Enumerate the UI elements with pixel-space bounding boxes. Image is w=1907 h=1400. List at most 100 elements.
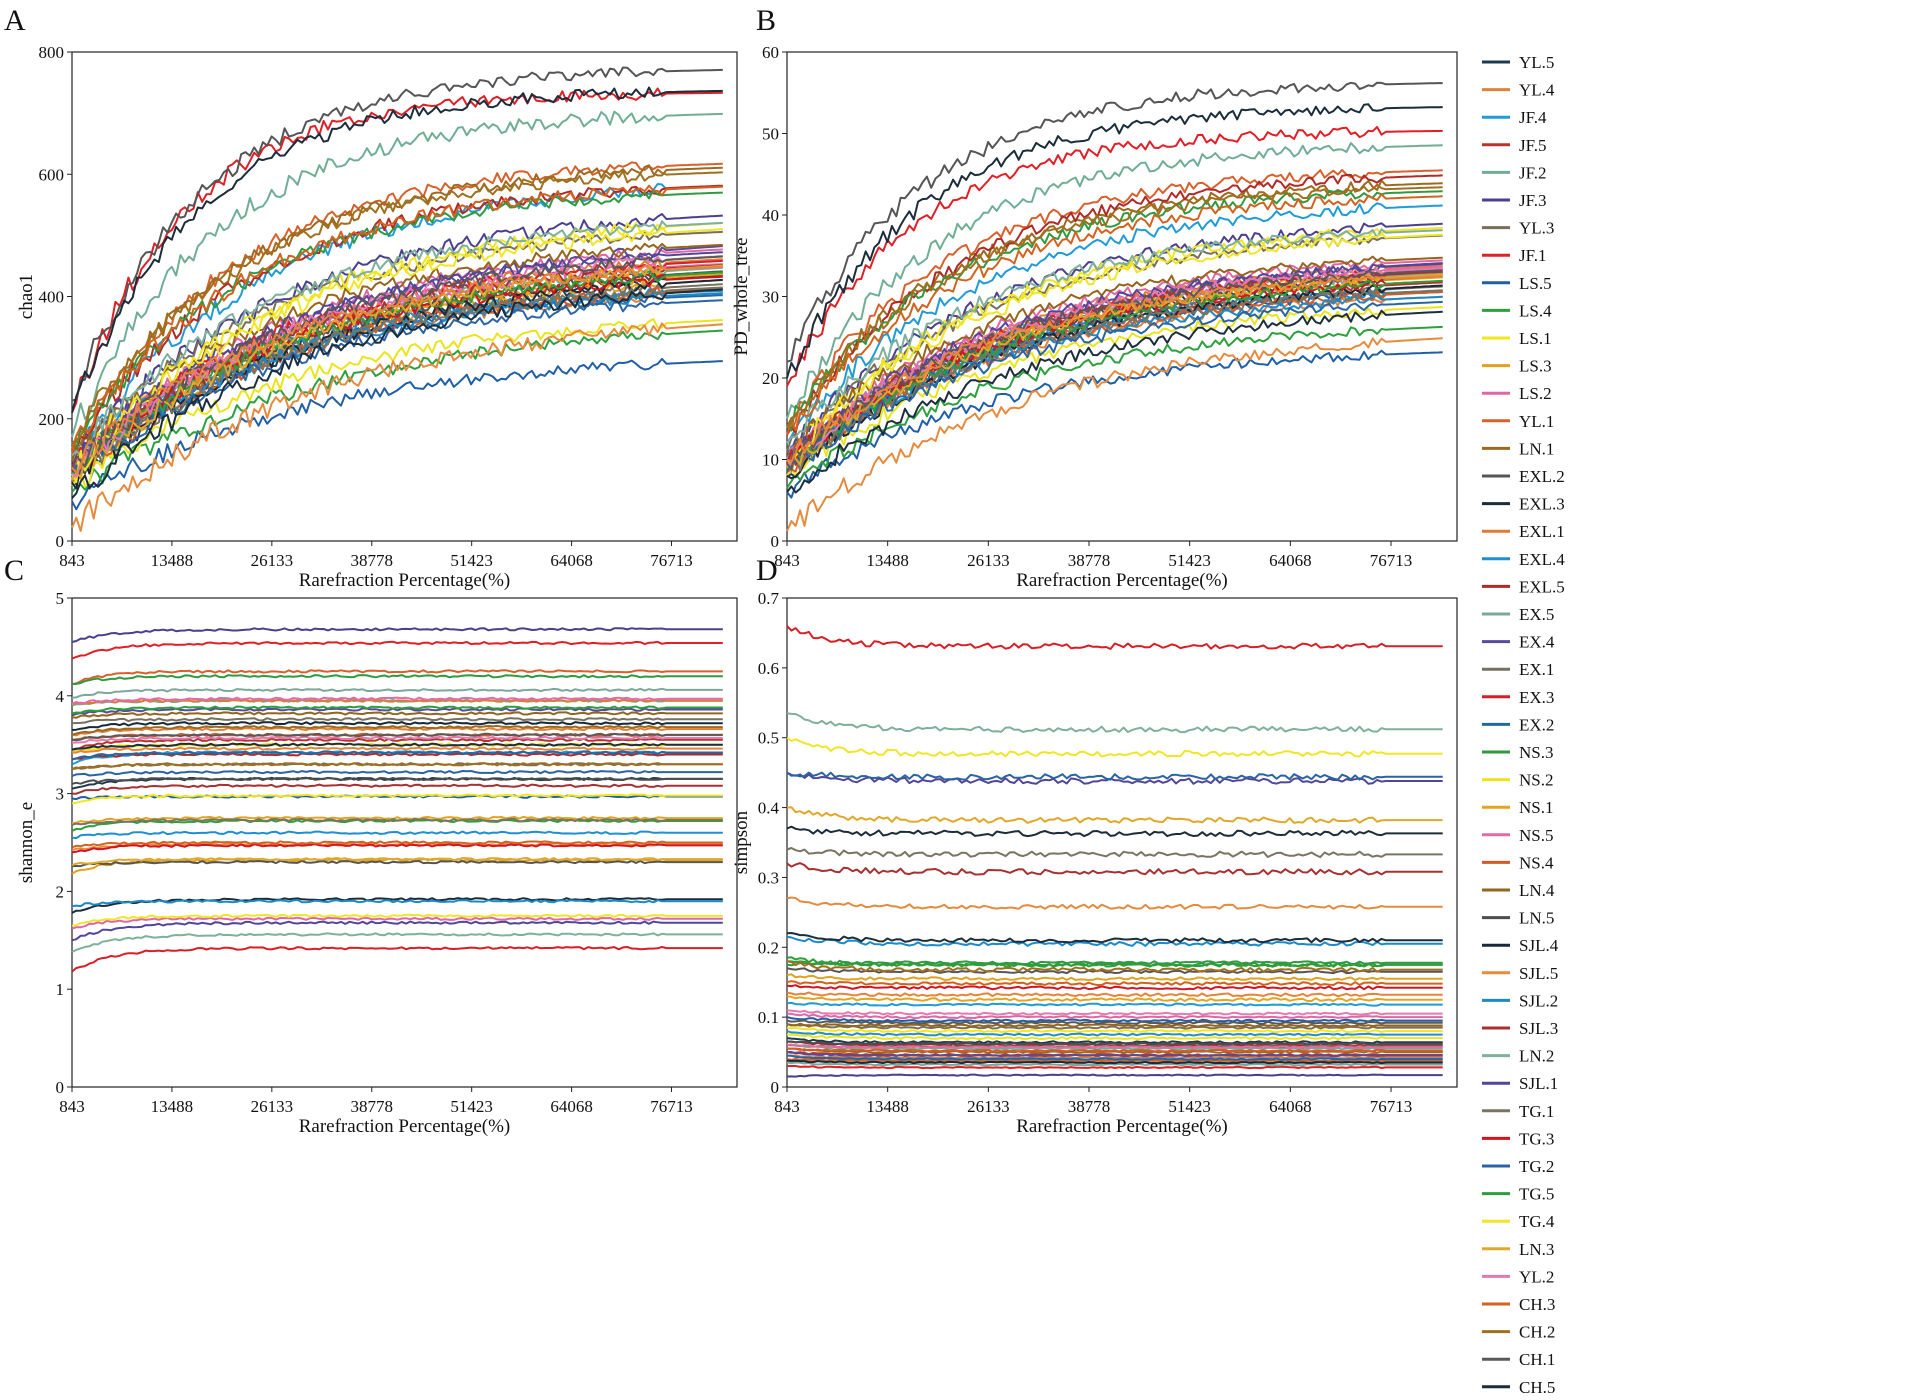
legend-label: EXL.4	[1519, 550, 1565, 569]
y-tick-label-b: 60	[762, 43, 779, 62]
x-tick-label-c: 38778	[351, 1097, 394, 1116]
series-line-d-ln-2	[786, 712, 1443, 734]
y-tick-label-a: 0	[56, 532, 65, 551]
legend-item: EX.1	[1482, 660, 1554, 679]
x-tick-label-c: 51423	[450, 1097, 493, 1116]
legend-item: NS.5	[1482, 826, 1553, 845]
legend-item: EXL.5	[1482, 577, 1565, 596]
series-line-d-ln-5	[786, 1040, 1443, 1046]
y-tick-label-a: 400	[39, 288, 65, 307]
legend-label: LN.2	[1519, 1047, 1554, 1066]
legend-item: YL.4	[1482, 81, 1555, 100]
series-line-b-jf-2	[786, 142, 1443, 420]
x-tick-label-d: 51423	[1168, 1097, 1211, 1116]
legend-item: CH.3	[1482, 1295, 1555, 1314]
legend-label: TG.5	[1519, 1185, 1554, 1204]
y-axis-title-c: shannon_e	[16, 802, 37, 883]
legend-item: CH.5	[1482, 1378, 1555, 1397]
series-line-d-ls-3	[786, 973, 1443, 982]
y-tick-label-b: 30	[762, 288, 779, 307]
y-tick-label-c: 4	[56, 687, 65, 706]
series-line-b-sjl-1	[786, 262, 1443, 464]
x-tick-label-d: 38778	[1068, 1097, 1111, 1116]
series-line-c-ln-4	[71, 711, 723, 719]
series-line-d-ex-2	[786, 1054, 1443, 1061]
x-tick-label-c: 64068	[550, 1097, 593, 1116]
legend-item: EXL.1	[1482, 522, 1565, 541]
legend-label: YL.2	[1519, 1267, 1554, 1286]
legend-label: EX.5	[1519, 605, 1554, 624]
series-line-a-ch-1	[71, 255, 723, 471]
legend-item: NS.2	[1482, 771, 1553, 790]
x-tick-label-b: 843	[774, 551, 800, 570]
legend-label: CH.3	[1519, 1295, 1555, 1314]
series-group-c	[71, 627, 723, 973]
series-line-b-tg-1	[786, 289, 1443, 473]
series-line-d-tg-5	[786, 960, 1443, 968]
series-line-d-ln-3	[786, 806, 1443, 824]
series-line-b-sjl-2	[786, 295, 1443, 469]
series-line-a-ch-5	[71, 288, 723, 499]
y-tick-label-b: 10	[762, 451, 779, 470]
legend-item: EXL.2	[1482, 467, 1565, 486]
y-tick-label-d: 0.5	[758, 729, 779, 748]
legend-label: NS.4	[1519, 853, 1554, 872]
series-line-d-yl-2	[786, 1009, 1443, 1016]
series-line-a-tg-3	[71, 274, 723, 475]
legend-item: LN.2	[1482, 1047, 1554, 1066]
y-tick-label-c: 3	[56, 785, 65, 804]
legend-item: EX.3	[1482, 688, 1554, 707]
legend-item: SJL.5	[1482, 964, 1558, 983]
y-tick-label-c: 2	[56, 882, 65, 901]
legend-item: YL.3	[1482, 219, 1554, 238]
legend-item: EXL.3	[1482, 495, 1565, 514]
legend: YL.5 YL.4 JF.4 JF.5 JF.2 JF.3 YL.3 JF.1 LS.5 LS.4…	[1482, 53, 1565, 1397]
series-line-b-ln-2	[786, 228, 1443, 444]
series-line-c-yl-1	[71, 669, 723, 686]
series-line-b-exl-3	[786, 103, 1443, 379]
legend-item: EXL.4	[1482, 550, 1565, 569]
legend-label: NS.2	[1519, 771, 1553, 790]
x-tick-label-a: 13488	[151, 551, 194, 570]
series-line-c-ns-5	[71, 696, 723, 705]
legend-label: NS.1	[1519, 798, 1553, 817]
legend-label: EX.3	[1519, 688, 1554, 707]
y-tick-label-a: 200	[39, 410, 65, 429]
x-tick-label-d: 843	[774, 1097, 800, 1116]
series-line-b-sjl-4	[786, 284, 1443, 480]
x-tick-label-b: 26133	[967, 551, 1010, 570]
x-tick-label-a: 843	[59, 551, 85, 570]
y-tick-label-b: 0	[771, 532, 780, 551]
series-line-c-tg-2	[71, 769, 723, 777]
series-line-d-exl-3	[786, 825, 1443, 838]
y-tick-label-b: 50	[762, 125, 779, 144]
series-line-a-sjl-4	[71, 278, 723, 490]
legend-item: CH.2	[1482, 1323, 1555, 1342]
series-line-c-sjl-1	[71, 920, 723, 942]
series-line-d-tg-3	[786, 984, 1443, 991]
series-line-d-ls-1	[786, 1026, 1443, 1034]
legend-label: EX.1	[1519, 660, 1554, 679]
legend-item: NS.4	[1482, 853, 1554, 872]
x-tick-label-b: 76713	[1370, 551, 1413, 570]
x-tick-label-a: 26133	[251, 551, 294, 570]
y-tick-label-b: 20	[762, 369, 779, 388]
series-line-d-ch-2	[786, 960, 1443, 973]
legend-item: LN.1	[1482, 439, 1554, 458]
legend-item: LS.3	[1482, 357, 1552, 376]
series-line-d-sjl-5	[786, 896, 1443, 910]
legend-label: EXL.5	[1519, 577, 1565, 596]
x-tick-label-a: 64068	[550, 551, 593, 570]
legend-label: YL.1	[1519, 412, 1554, 431]
series-line-d-tg-4	[786, 736, 1443, 758]
y-tick-label-d: 0.4	[758, 799, 780, 818]
legend-item: TG.3	[1482, 1129, 1554, 1148]
legend-item: YL.1	[1482, 412, 1554, 431]
x-tick-label-b: 64068	[1269, 551, 1312, 570]
series-line-d-ns-5	[786, 1043, 1443, 1049]
legend-label: JF.2	[1519, 163, 1546, 182]
legend-label: LN.4	[1519, 881, 1555, 900]
series-line-c-ls-2	[71, 916, 723, 930]
y-tick-label-d: 0.7	[758, 589, 780, 608]
